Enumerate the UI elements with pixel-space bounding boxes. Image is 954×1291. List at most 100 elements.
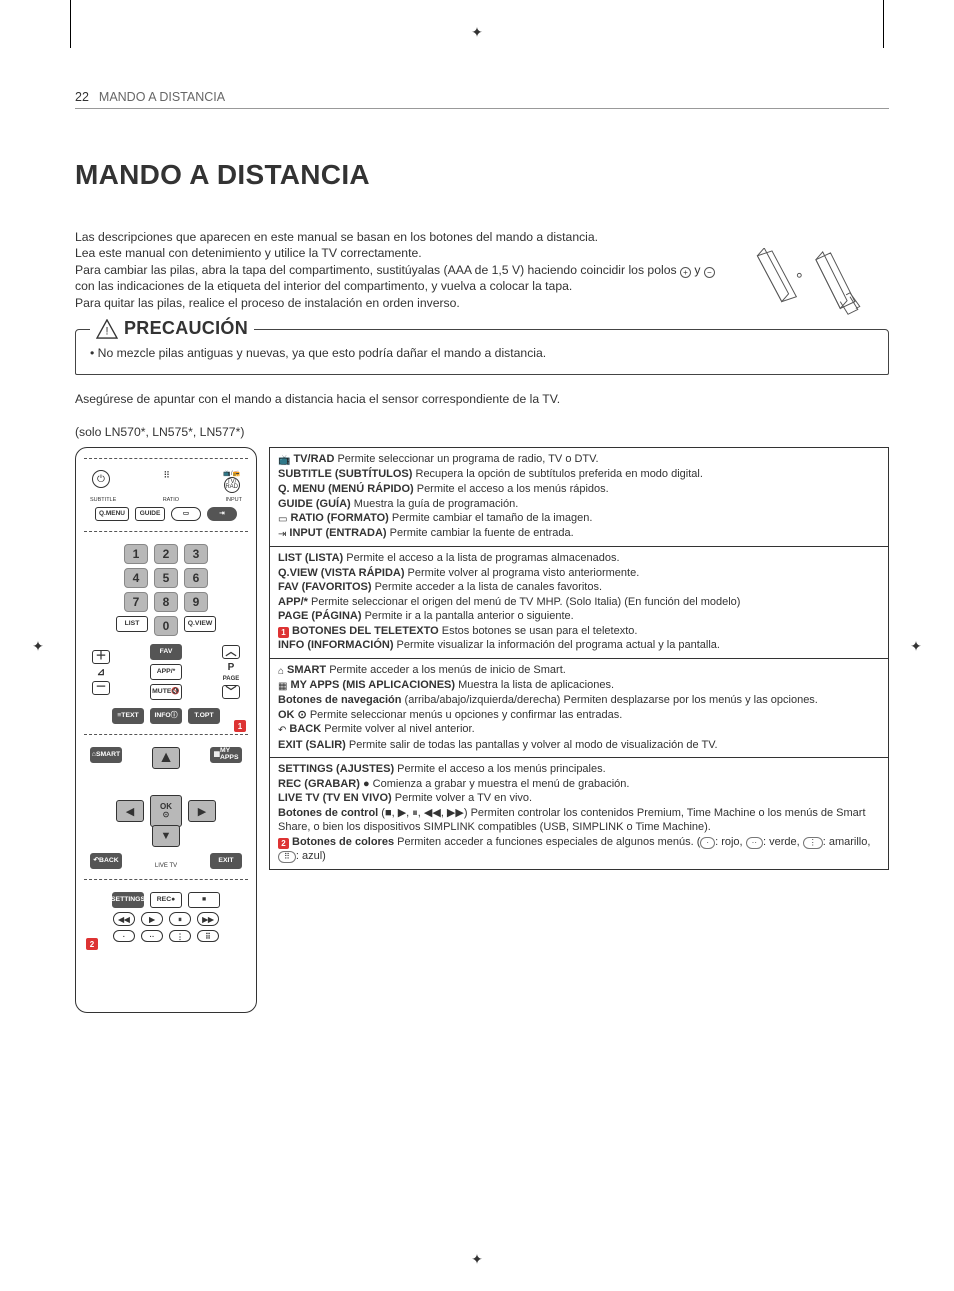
description-line: Q. MENU (MENÚ RÁPIDO) Permite el acceso … <box>278 482 880 497</box>
livetv-label: LIVE TV <box>155 863 177 869</box>
desc-icon: ▭ <box>278 513 287 526</box>
page-header: 22 MANDO A DISTANCIA <box>75 90 889 109</box>
mute-button: MUTE 🔇 <box>150 684 182 700</box>
exit-button: EXIT <box>210 853 242 869</box>
num-6: 6 <box>184 568 208 588</box>
desc-icon: ⇥ <box>278 528 286 541</box>
manual-page: ✦ ✦ ✦ ✦ ESPAÑOL 22 MANDO A DISTANCIA MAN… <box>0 0 954 1291</box>
guide-button: GUIDE <box>135 507 165 521</box>
page-title: MANDO A DISTANCIA <box>75 159 889 191</box>
num-5: 5 <box>154 568 178 588</box>
description-line: FAV (FAVORITOS) Permite acceder a la lis… <box>278 580 880 595</box>
description-line: GUIDE (GUÍA) Muestra la guía de programa… <box>278 497 880 512</box>
power-icon: ⏻ <box>92 470 110 488</box>
crop-mark <box>70 0 71 48</box>
num-8: 8 <box>154 592 178 612</box>
volume-control: ＋⊿－ <box>92 650 110 695</box>
info-button: INFOⓘ <box>150 708 182 724</box>
description-line: SETTINGS (AJUSTES) Permite el acceso a l… <box>278 762 880 777</box>
registration-mark-icon: ✦ <box>908 638 924 654</box>
description-line: ▭RATIO (FORMATO) Permite cambiar el tama… <box>278 511 880 526</box>
caution-header: ! PRECAUCIÓN <box>90 318 254 339</box>
remote-section-4: SETTINGS REC ● ■ ◀◀ ▶ ⏸ ▶▶ · ·· ⋮ ⠿ 2 <box>84 879 248 952</box>
dpad: ◀ OK⊙ ▶ ▼ <box>116 775 216 847</box>
intro-line: Para quitar las pilas, realice el proces… <box>75 295 729 311</box>
tvrad-button: TV/ RAD <box>224 477 240 493</box>
registration-mark-icon: ✦ <box>30 638 46 654</box>
caution-box: ! PRECAUCIÓN • No mezcle pilas antiguas … <box>75 329 889 374</box>
crop-mark <box>883 0 884 48</box>
ok-button: OK⊙ <box>150 795 182 827</box>
ratio-label: RATIO <box>163 497 179 503</box>
description-line: EXIT (SALIR) Permite salir de todas las … <box>278 738 880 753</box>
intro-line: Lea este manual con detenimiento y utili… <box>75 245 729 261</box>
callout-1: 1 <box>234 720 246 732</box>
text-button: ≡TEXT <box>112 708 144 724</box>
intro-text: Las descripciones que aparecen en este m… <box>75 229 889 311</box>
desc-icon: ⌂ <box>278 665 284 678</box>
rec-button: REC ● <box>150 892 182 908</box>
rewind-button: ◀◀ <box>113 912 135 926</box>
fav-button: FAV <box>150 644 182 660</box>
description-line: Q.VIEW (VISTA RÁPIDA) Permite volver al … <box>278 566 880 581</box>
description-line: 2Botones de colores Permiten acceder a f… <box>278 835 880 864</box>
description-line: LIVE TV (TV EN VIVO) Permite volver a TV… <box>278 791 880 806</box>
registration-mark-icon: ✦ <box>469 1251 485 1267</box>
num-0: 0 <box>154 616 178 636</box>
registration-mark-icon: ✦ <box>469 24 485 40</box>
page-control: ︿PPAGE﹀ <box>222 645 240 699</box>
pause-button: ⏸ <box>169 912 191 926</box>
page-number: 22 <box>75 90 89 104</box>
green-button: ·· <box>141 930 163 942</box>
left-arrow: ◀ <box>116 800 144 822</box>
intro-line: Las descripciones que aparecen en este m… <box>75 229 729 245</box>
num-4: 4 <box>124 568 148 588</box>
caution-title: PRECAUCIÓN <box>124 318 248 339</box>
myapps-button: ▦MY APPS <box>210 747 242 763</box>
description-line: 📺TV/RAD Permite seleccionar un programa … <box>278 452 880 467</box>
right-arrow: ▶ <box>188 800 216 822</box>
play-button: ▶ <box>141 912 163 926</box>
qview-button: Q.VIEW <box>184 616 216 632</box>
description-line: 1BOTONES DEL TELETEXTO Estos botones se … <box>278 624 880 639</box>
plus-icon: + <box>680 267 691 278</box>
input-button: ⇥ <box>207 507 237 521</box>
ratio-button: ▭ <box>171 507 201 521</box>
description-line: SUBTITLE (SUBTÍTULOS) Recupera la opción… <box>278 467 880 482</box>
description-line: OK ⊙ Permite seleccionar menús u opcione… <box>278 708 880 723</box>
description-line: INFO (INFORMACIÓN) Permite visualizar la… <box>278 638 880 653</box>
models-note: (solo LN570*, LN575*, LN577*) <box>75 425 889 439</box>
description-line: ⌂SMART Permite acceder a los menús de in… <box>278 663 880 678</box>
desc-icon: 📺 <box>278 454 290 467</box>
topt-button: T.OPT <box>188 708 220 724</box>
description-line: ⇥INPUT (ENTRADA) Permite cambiar la fuen… <box>278 526 880 541</box>
description-line: Botones de navegación (arriba/abajo/izqu… <box>278 693 880 708</box>
description-line: LIST (LISTA) Permite el acceso a la list… <box>278 551 880 566</box>
back-button: ↶BACK <box>90 853 122 869</box>
yellow-button: ⋮ <box>169 930 191 942</box>
red-button: · <box>113 930 135 942</box>
ffwd-button: ▶▶ <box>197 912 219 926</box>
remote-section-1: ⏻ ⠿ 📺/📻 TV/ RAD SUBTITLE RATIO INPUT Q.M… <box>84 458 248 531</box>
app-button: APP/* <box>150 664 182 680</box>
qmenu-button: Q.MENU <box>95 507 129 521</box>
description-line: Botones de control (■, ▶, ⏸, ◀◀, ▶▶) Per… <box>278 806 880 835</box>
blue-button: ⠿ <box>197 930 219 942</box>
descriptions-column: 📺TV/RAD Permite seleccionar un programa … <box>269 447 889 869</box>
note-text: Asegúrese de apuntar con el mando a dist… <box>75 391 889 407</box>
tvrad-tiny-icon: 📺/📻 <box>223 470 240 477</box>
warning-icon: ! <box>96 319 118 339</box>
description-line: ▦MY APPS (MIS APLICACIONES) Muestra la l… <box>278 678 880 693</box>
intro-line: Para cambiar las pilas, abra la tapa del… <box>75 262 729 295</box>
num-2: 2 <box>154 544 178 564</box>
remote-section-2: 123 456 789 LIST0Q.VIEW ＋⊿－ FAV APP/* MU… <box>84 531 248 734</box>
content-row: ⏻ ⠿ 📺/📻 TV/ RAD SUBTITLE RATIO INPUT Q.M… <box>75 447 889 1013</box>
desc-icon: ▦ <box>278 680 287 693</box>
remote-section-3: ⌂SMART ▲ ▦MY APPS ◀ OK⊙ ▶ ▼ ↶BACK LIVE T… <box>84 734 248 879</box>
callout-2: 2 <box>86 938 98 950</box>
down-arrow: ▼ <box>152 825 180 847</box>
minus-icon: − <box>704 267 715 278</box>
svg-text:!: ! <box>105 325 108 337</box>
stop-button: ■ <box>188 892 220 908</box>
num-3: 3 <box>184 544 208 564</box>
